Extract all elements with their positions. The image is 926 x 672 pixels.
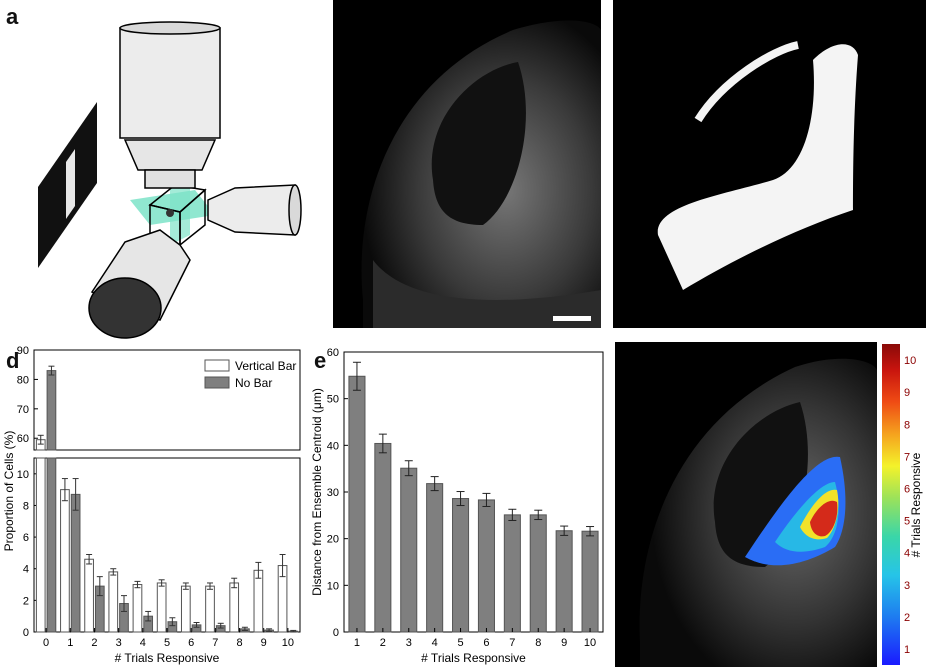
bar-vertical [132,584,143,633]
bar-vertical [60,489,70,633]
bar-vertical [84,558,94,633]
scale-bar [553,316,591,321]
fish-sample [166,209,174,217]
colorbar-tick-label: 2 [904,612,910,624]
y-axis-label: Distance from Ensemble Centroid (μm) [310,388,324,596]
y-tick-label: 6 [23,532,29,544]
x-axis-label: # Trials Responsive [421,651,526,665]
bar-vertical [108,571,119,633]
colorbar-tick-label: 9 [904,387,910,399]
colorbar: 1 2 3 4 5 6 7 8 9 10 # Trials Responsive [880,342,926,667]
bar [503,514,521,633]
x-tick-label: 8 [236,637,242,649]
bar-nobar [46,370,57,451]
colorbar-tick-label: 4 [904,548,910,560]
bar-vertical [229,582,240,633]
bar [529,514,547,633]
bar-vertical [180,585,191,633]
x-tick-label: 1 [67,637,73,649]
legend-label: No Bar [235,376,272,390]
x-tick-label: 2 [91,637,97,649]
x-tick-label: 3 [406,637,412,649]
detection-objective [119,21,221,189]
fluorescence-image [333,0,601,328]
bar [555,530,573,633]
colorbar-tick-label: 6 [904,483,910,495]
panel-label-e: e [314,348,327,373]
illumination-objective-right [207,184,302,236]
segmentation-mask [613,0,926,328]
x-tick-label: 1 [354,637,360,649]
bar-nobar-lower [46,457,57,633]
y-tick-label: 60 [327,347,339,359]
colorbar-tick-label: 1 [904,644,910,656]
panel-label-d: d [6,348,20,373]
y-tick-label: 60 [17,433,29,445]
bar-nobar [70,493,81,633]
x-axis-label: # Trials Responsive [115,651,220,665]
colorbar-label: # Trials Responsive [909,452,923,557]
x-tick-label: 9 [561,637,567,649]
colorbar-tick-label: 8 [904,419,910,431]
x-tick-label: 3 [116,637,122,649]
illumination-objective-left [88,229,191,339]
y-tick-label: 50 [327,394,339,406]
colorbar-tick-label: 5 [904,516,910,528]
bar [452,498,470,633]
bar-vertical [205,585,215,633]
bar-vertical [156,582,167,633]
response-map-image [615,342,877,667]
y-tick-label: 4 [23,564,29,576]
x-tick-label: 5 [457,637,463,649]
colorbar-tick-label: 7 [904,451,910,463]
colorbar-tick-label: 10 [904,355,916,367]
x-tick-label: 9 [261,637,267,649]
y-tick-label: 90 [17,345,29,357]
x-tick-label: 8 [535,637,541,649]
legend-swatch [204,359,230,372]
y-tick-label: 30 [327,487,339,499]
x-tick-label: 6 [483,637,489,649]
bar-vertical [253,569,264,633]
x-tick-label: 2 [380,637,386,649]
y-tick-label: 20 [327,534,339,546]
microscope-schematic [38,21,302,339]
colorbar-gradient [882,344,900,665]
upper-axis-frame [33,349,301,451]
bar [477,499,495,633]
panel-label-a: a [6,4,19,29]
responsive-cells-overlay [745,456,846,566]
bar [348,375,366,633]
legend-label: Vertical Bar [235,359,296,373]
x-tick-label: 5 [164,637,170,649]
vertical-bar-stimulus [66,149,75,219]
x-tick-label: 4 [432,637,438,649]
bar [400,467,418,633]
y-tick-label: 10 [17,469,29,481]
x-tick-label: 6 [188,637,194,649]
bar-vertical-lower [35,457,46,633]
y-tick-label: 80 [17,374,29,386]
x-tick-label: 10 [584,637,596,649]
y-tick-label: 40 [327,440,339,452]
bar [374,442,392,633]
y-axis-label: Proportion of Cells (%) [2,431,16,552]
x-tick-label: 7 [509,637,515,649]
x-tick-label: 4 [140,637,146,649]
bar [581,530,599,633]
colorbar-tick-label: 3 [904,580,910,592]
x-tick-label: 0 [43,637,49,649]
y-tick-label: 8 [23,500,29,512]
bar [426,483,444,633]
y-tick-label: 2 [23,595,29,607]
x-tick-label: 10 [282,637,294,649]
y-tick-label: 10 [327,580,339,592]
y-tick-label: 70 [17,404,29,416]
x-tick-label: 7 [212,637,218,649]
chart-d: 0 2 4 6 8 10 60 70 80 90 0 1 2 3 4 5 6 7 8 9 10 # Trials Resp… [2,345,301,665]
chart-e: 0 10 20 30 40 50 60 1 2 3 4 5 6 7 8 9 10 # Trials Respons… [310,347,604,665]
y-tick-label: 0 [23,627,29,639]
legend-swatch [204,376,230,389]
y-tick-label: 0 [333,627,339,639]
